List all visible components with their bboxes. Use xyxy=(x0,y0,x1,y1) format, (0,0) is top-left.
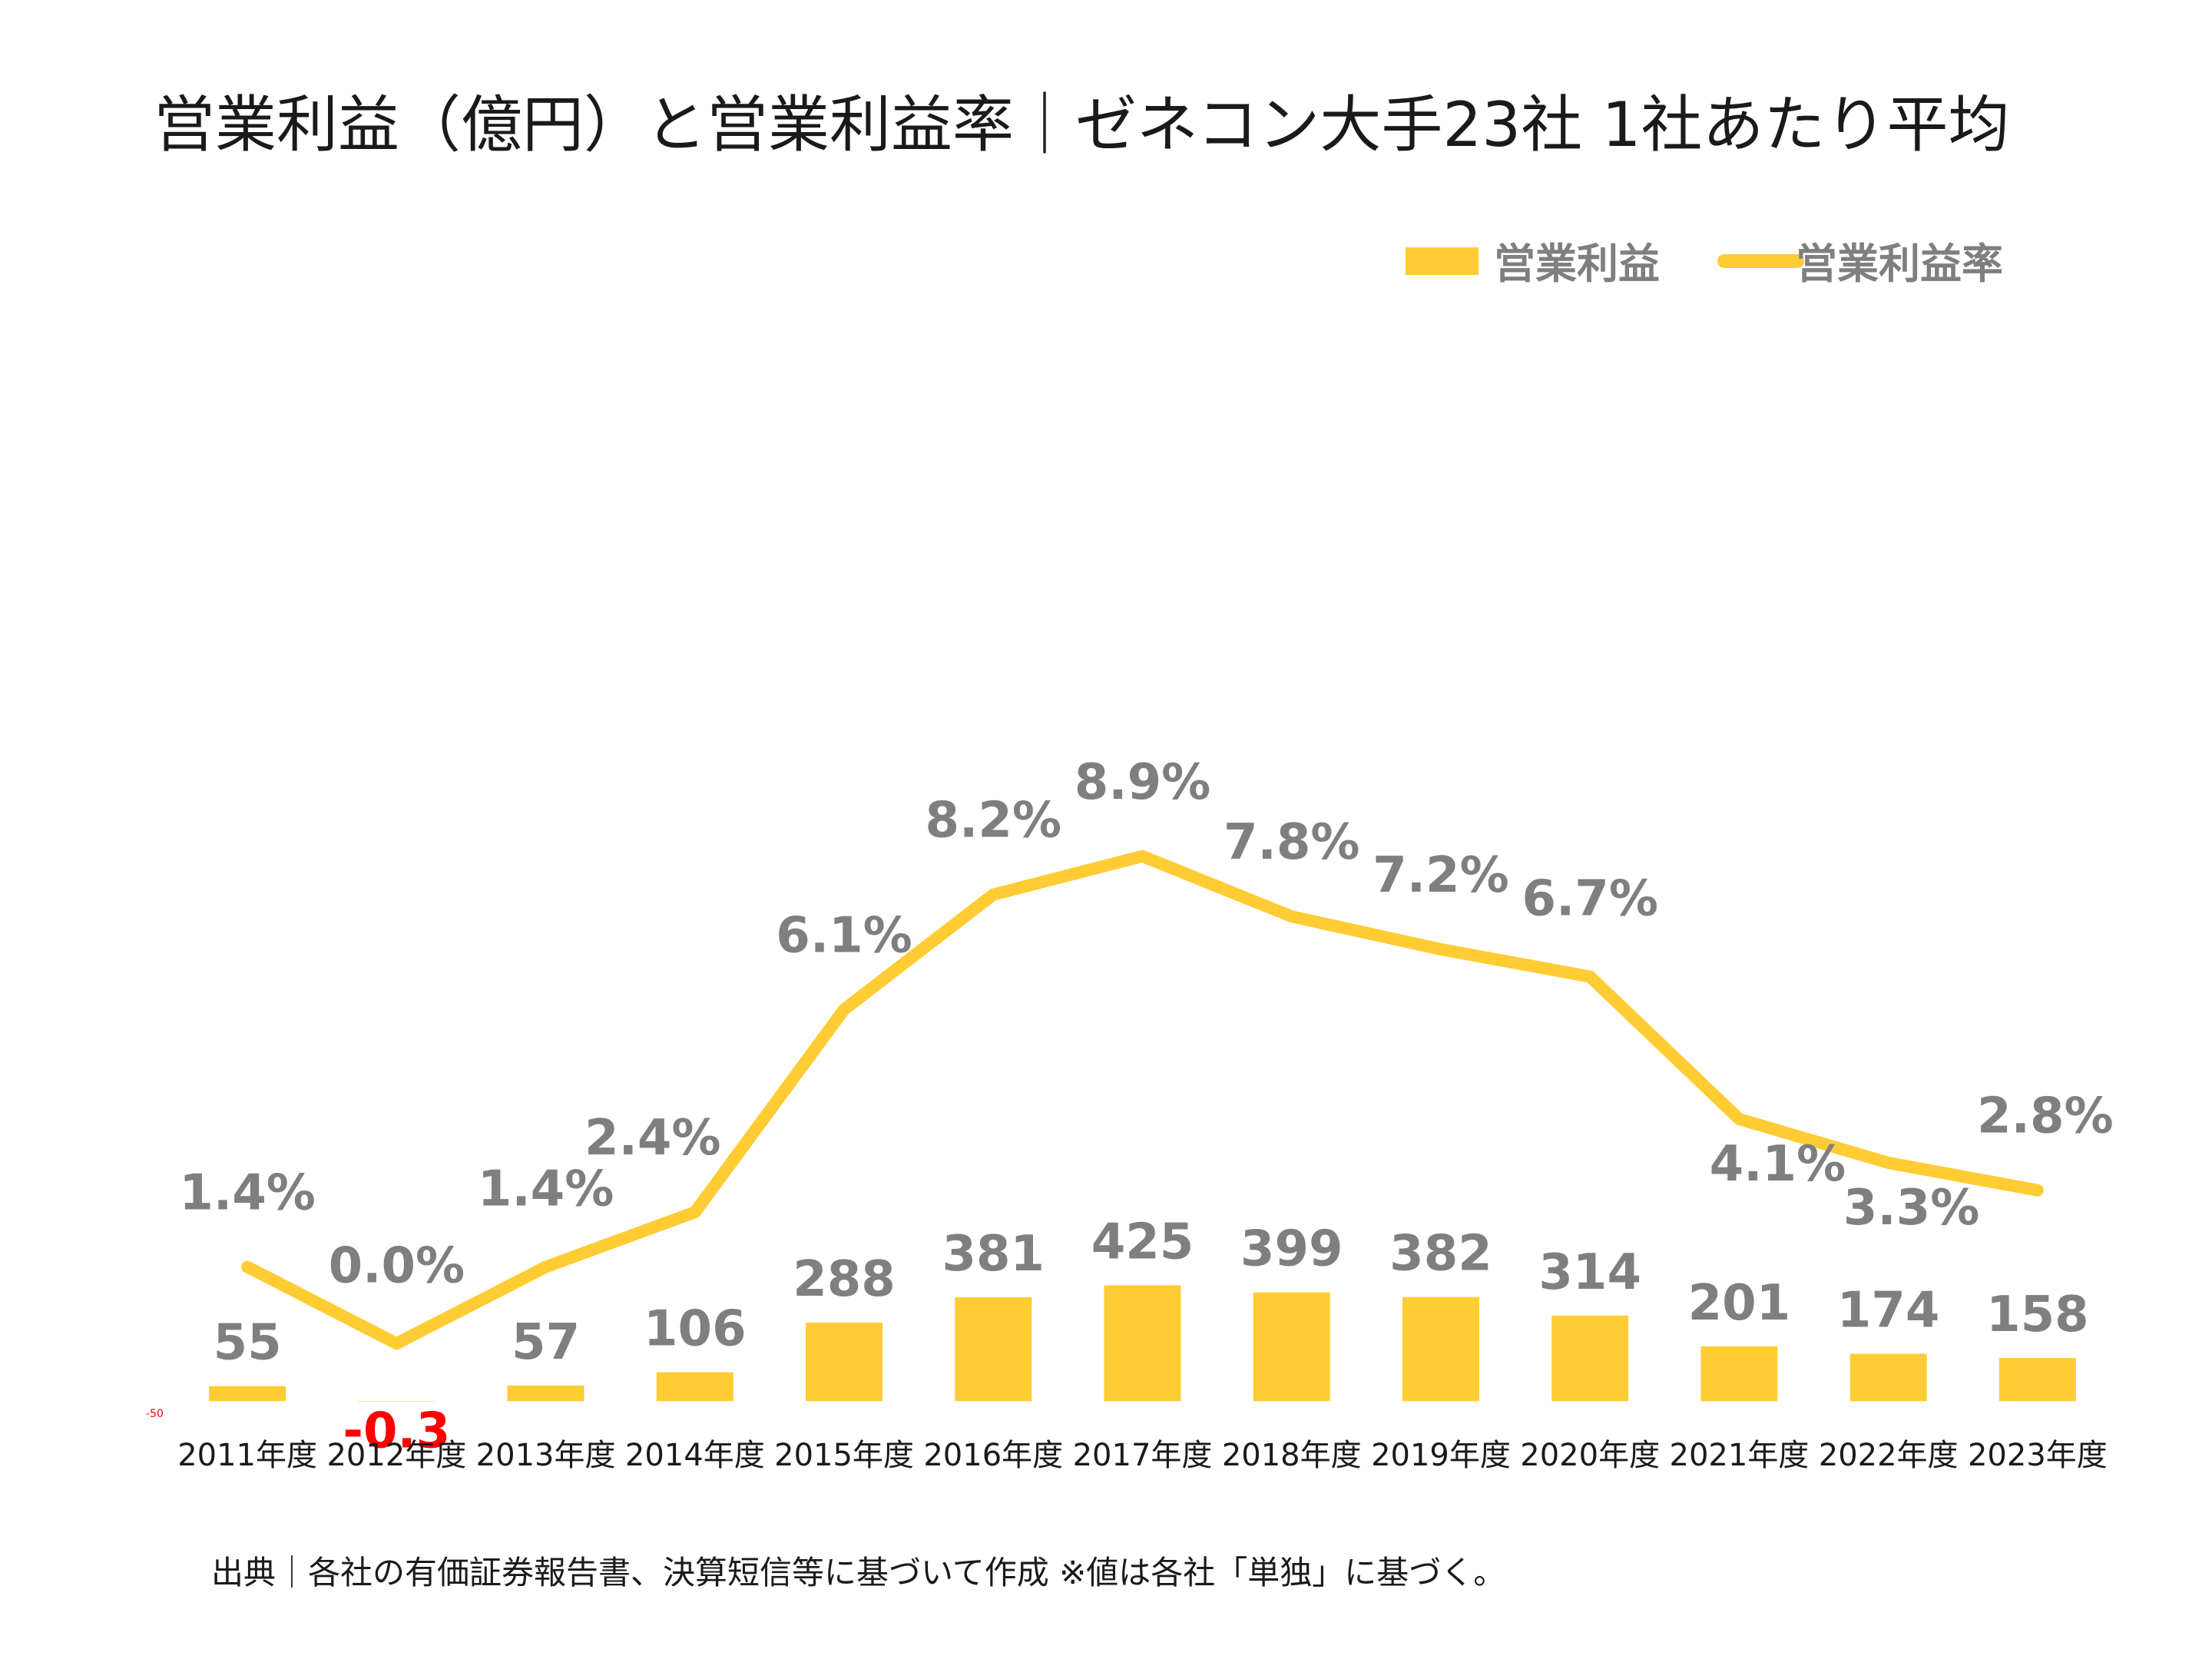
bar-2022年度 xyxy=(1849,1353,1927,1402)
x-tick-2014年度: 2014年度 xyxy=(625,1438,765,1473)
x-tick-2016年度: 2016年度 xyxy=(923,1438,1063,1473)
bar-label-2012年度: -0.3 xyxy=(343,1402,450,1459)
x-tick-2023年度: 2023年度 xyxy=(1968,1438,2108,1473)
bar-label-2023年度: 158 xyxy=(1986,1286,2089,1343)
x-tick-2019年度: 2019年度 xyxy=(1371,1438,1511,1473)
line-label-2019年度: 7.2% xyxy=(1373,847,1509,904)
bar-label-2017年度: 425 xyxy=(1091,1214,1194,1270)
x-tick-2022年度: 2022年度 xyxy=(1819,1438,1959,1473)
bar-2014年度 xyxy=(656,1372,733,1402)
bar-2019年度 xyxy=(1402,1296,1479,1402)
legend-bar-swatch xyxy=(1406,247,1479,275)
x-tick-2020年度: 2020年度 xyxy=(1520,1438,1660,1473)
x-tick-2015年度: 2015年度 xyxy=(774,1438,914,1473)
line-label-2012年度: 0.0% xyxy=(329,1237,465,1294)
bar-value-labels: 55 -0.3 57 106 288 381 425 399 382 314 201 174 158 xyxy=(214,1214,2089,1459)
line-label-2021年度: 4.1% xyxy=(1710,1136,1846,1193)
bar-label-2018年度: 399 xyxy=(1240,1221,1343,1278)
line-label-2020年度: 6.7% xyxy=(1522,871,1658,928)
legend-bar-label: 営業利益 xyxy=(1494,240,1660,288)
line-label-2016年度: 8.2% xyxy=(926,793,1062,849)
x-tick-2011年度: 2011年度 xyxy=(177,1438,317,1473)
legend-line-label: 営業利益率 xyxy=(1796,240,2003,288)
bar-label-2011年度: 55 xyxy=(214,1315,282,1372)
bar-label-2013年度: 57 xyxy=(512,1314,580,1371)
line-label-2022年度: 3.3% xyxy=(1843,1180,1980,1237)
line-path xyxy=(241,849,2044,1350)
bar-2016年度 xyxy=(955,1297,1032,1402)
bar-label-2014年度: 106 xyxy=(644,1301,747,1358)
x-tick-2018年度: 2018年度 xyxy=(1222,1438,1362,1473)
line-label-2015年度: 6.1% xyxy=(776,907,912,964)
bar-2012年度 xyxy=(358,1401,435,1402)
y-axis-min-label: -50 xyxy=(146,1408,164,1420)
bar-2017年度 xyxy=(1104,1285,1181,1402)
bar-2021年度 xyxy=(1700,1346,1778,1402)
bar-2020年度 xyxy=(1551,1315,1629,1402)
x-tick-2017年度: 2017年度 xyxy=(1073,1438,1213,1473)
line-label-2017年度: 8.9% xyxy=(1075,754,1211,811)
line-series xyxy=(241,849,2044,1350)
line-label-2018年度: 7.8% xyxy=(1224,814,1360,871)
chart-title: 営業利益（億円）と営業利益率｜ゼネコン大手23社 1社あたり平均 xyxy=(154,89,2010,161)
source-note: 出典｜各社の有価証券報告書、決算短信等に基づいて作成 ※値は各社「単独」に基づく… xyxy=(211,1554,1505,1591)
bar-2015年度 xyxy=(806,1323,883,1402)
x-axis-ticks: 2011年度 2012年度 2013年度 2014年度 2015年度 2016年度 2017… xyxy=(177,1438,2108,1473)
bar-2013年度 xyxy=(507,1386,584,1402)
line-label-2013年度: 1.4% xyxy=(478,1161,614,1218)
legend: 営業利益 営業利益率 xyxy=(1406,240,2003,288)
bar-label-2019年度: 382 xyxy=(1389,1226,1492,1283)
line-label-2014年度: 2.4% xyxy=(584,1110,721,1167)
bar-2023年度 xyxy=(1998,1358,2076,1402)
bar-label-2020年度: 314 xyxy=(1538,1244,1641,1301)
bar-label-2016年度: 381 xyxy=(942,1226,1045,1283)
x-tick-2012年度: 2012年度 xyxy=(326,1438,466,1473)
bar-series xyxy=(209,1285,2076,1402)
bar-label-2022年度: 174 xyxy=(1837,1283,1940,1339)
bar-2011年度 xyxy=(209,1386,286,1402)
x-tick-2021年度: 2021年度 xyxy=(1670,1438,1810,1473)
line-value-labels: 1.4%0.0%1.4%2.4%6.1%8.2%8.9%7.8%7.2% 6.7%… xyxy=(179,754,2113,1295)
bar-label-2021年度: 201 xyxy=(1688,1275,1791,1332)
bar-label-2015年度: 288 xyxy=(793,1251,896,1308)
line-label-2023年度: 2.8% xyxy=(1977,1088,2114,1145)
line-label-2011年度: 1.4% xyxy=(179,1165,316,1222)
bar-2018年度 xyxy=(1253,1292,1330,1402)
x-tick-2013年度: 2013年度 xyxy=(476,1438,616,1473)
